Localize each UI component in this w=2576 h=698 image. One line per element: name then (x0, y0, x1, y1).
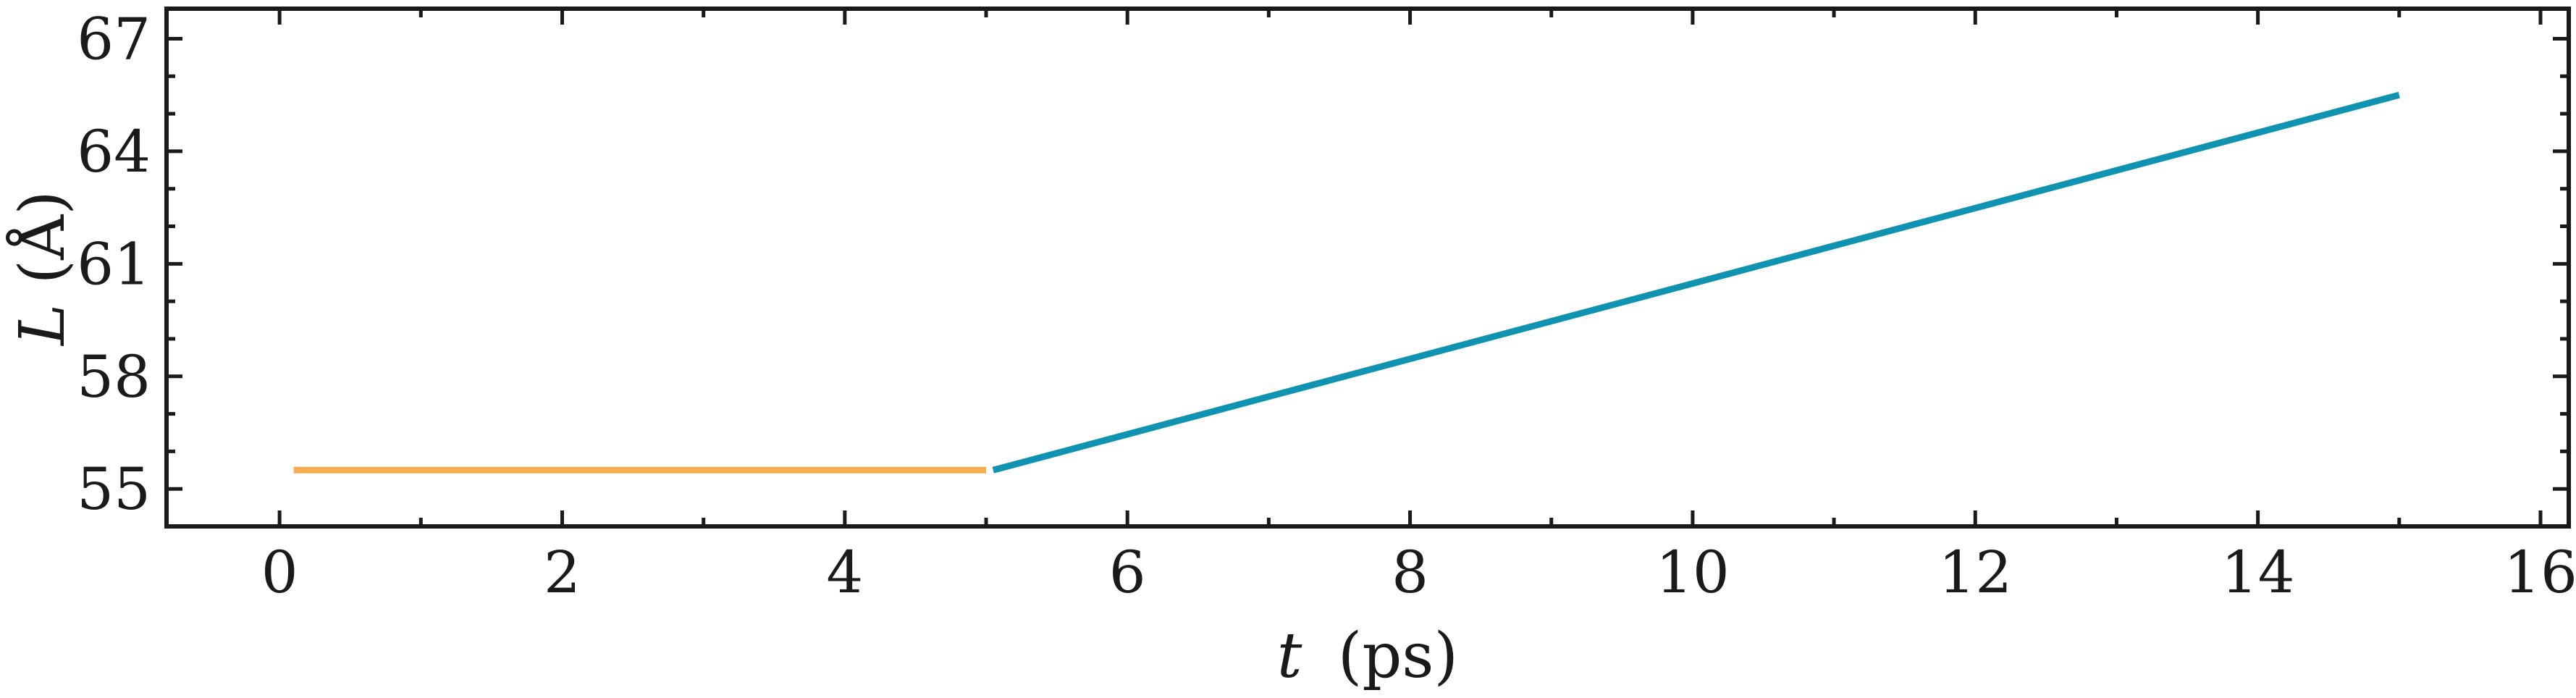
y-axis-variable: L (7, 304, 79, 347)
x-axis-unit: (ps) (1338, 620, 1458, 692)
y-axis-unit: (Å) (6, 190, 79, 284)
x-tick-labels: 0 2 4 6 8 10 12 14 16 (261, 539, 2576, 606)
x-tick-label: 8 (1392, 539, 1428, 606)
axis-ticks (167, 9, 2569, 529)
y-tick-label: 58 (77, 343, 151, 411)
y-tick-label: 67 (77, 5, 151, 72)
plot-frame (164, 7, 2571, 529)
x-tick-label: 6 (1109, 539, 1146, 606)
series-lines (293, 91, 2400, 474)
y-tick-label: 61 (77, 230, 151, 298)
x-tick-label: 14 (2221, 539, 2295, 606)
series-line-2 (992, 91, 2400, 474)
x-axis-label: t (ps) (1277, 620, 1458, 692)
y-axis-label: L (Å) (6, 190, 79, 347)
x-tick-label: 0 (261, 539, 298, 606)
y-tick-label: 55 (77, 455, 151, 523)
y-tick-label: 64 (77, 118, 151, 185)
x-tick-label: 4 (826, 539, 863, 606)
x-tick-label: 10 (1656, 539, 1730, 606)
y-tick-labels: 55 58 61 64 67 (77, 5, 151, 523)
x-tick-label: 16 (2504, 539, 2576, 606)
x-axis-variable: t (1277, 620, 1302, 692)
x-tick-label: 12 (1938, 539, 2012, 606)
x-tick-label: 2 (544, 539, 581, 606)
